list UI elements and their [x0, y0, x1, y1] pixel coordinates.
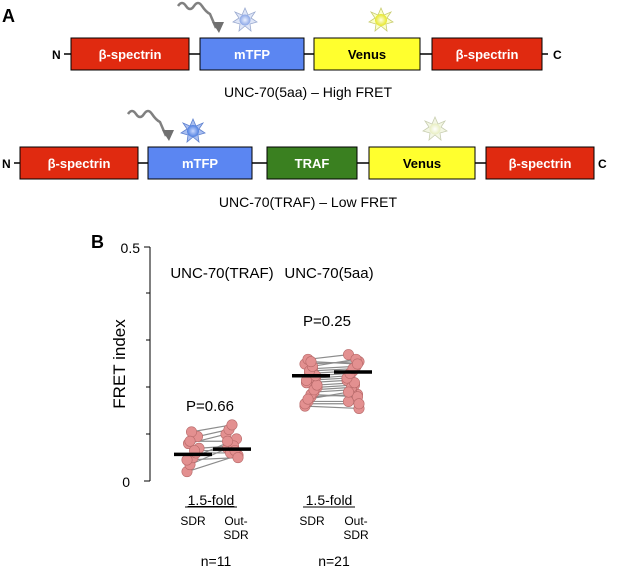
out-sdr-point — [232, 452, 244, 464]
pair-line — [310, 361, 358, 365]
sdr-point — [305, 356, 317, 368]
domain-venus: Venus — [313, 37, 421, 71]
y-tick-label-max: 0.5 — [121, 240, 141, 256]
group-title-5aa: UNC-70(5aa) — [284, 265, 373, 282]
domain-beta-spectrin-n: β-spectrin — [19, 146, 139, 180]
domain-box — [19, 146, 139, 180]
domain-label: mTFP — [234, 47, 270, 62]
panel-b-label: B — [91, 232, 104, 252]
n-terminus-label: N — [52, 48, 61, 62]
construct-caption: UNC-70(5aa) – High FRET — [224, 84, 392, 100]
c-terminus-label: C — [553, 48, 562, 62]
mean-bars — [174, 370, 372, 457]
domain-mtfp: mTFP — [147, 146, 253, 180]
group-title-traf: UNC-70(TRAF) — [170, 265, 273, 282]
out-sdr-point — [353, 398, 365, 410]
condition-label-outsdr-traf-2: SDR — [223, 528, 249, 542]
domain-box — [70, 37, 190, 71]
condition-label-outsdr-5aa-1: Out- — [344, 514, 367, 528]
domain-box — [313, 37, 421, 71]
out-sdr-point — [226, 419, 238, 431]
domain-venus: Venus — [368, 146, 476, 180]
domain-mtfp: mTFP — [199, 37, 305, 71]
donor-emission-icon — [180, 117, 206, 143]
acceptor-emission-icon — [368, 6, 394, 32]
domain-box — [431, 37, 543, 71]
condition-label-outsdr-5aa-2: SDR — [343, 528, 369, 542]
sdr-point — [186, 426, 198, 438]
fold-label-traf: 1.5-fold — [188, 492, 235, 508]
domain-label: Venus — [403, 156, 441, 171]
domain-beta-spectrin-c: β-spectrin — [431, 37, 543, 71]
domain-label: β-spectrin — [456, 47, 519, 62]
excitation-wave-icon — [176, 1, 224, 33]
domain-label: mTFP — [182, 156, 218, 171]
domain-label: β-spectrin — [509, 156, 572, 171]
out-sdr-point — [351, 358, 363, 370]
condition-label-sdr-5aa: SDR — [299, 514, 325, 528]
domain-box — [147, 146, 253, 180]
construct-high-fret: N C β-spectrin mTFP Venus β-spectrin — [52, 1, 562, 100]
construct-low-fret: N C β-spectrin mTFP TRAF Venus β-spectri… — [2, 109, 607, 210]
fold-label-5aa: 1.5-fold — [306, 492, 353, 508]
y-axis-label: FRET index — [110, 319, 129, 409]
domain-box — [368, 146, 476, 180]
n-terminus-label: N — [2, 157, 11, 171]
domain-traf: TRAF — [266, 146, 358, 180]
out-sdr-point — [222, 435, 234, 447]
condition-label-sdr-traf: SDR — [180, 514, 206, 528]
donor-emission-icon — [232, 6, 258, 32]
sdr-point — [181, 454, 193, 466]
domain-box — [266, 146, 358, 180]
panel-a-label: A — [2, 6, 15, 26]
out-sdr-point — [342, 386, 354, 398]
domain-beta-spectrin-n: β-spectrin — [70, 37, 190, 71]
sdr-point — [184, 435, 196, 447]
domain-label: β-spectrin — [99, 47, 162, 62]
domain-label: β-spectrin — [48, 156, 111, 171]
fret-chart: 0 0.5 FRET index UNC-70(TRAF) UNC-70(5aa… — [110, 240, 374, 569]
domain-beta-spectrin-c: β-spectrin — [485, 146, 595, 180]
c-terminus-label: C — [598, 157, 607, 171]
excitation-wave-icon — [126, 109, 174, 141]
pair-line — [304, 405, 360, 410]
domain-label: Venus — [348, 47, 386, 62]
sdr-point — [302, 393, 314, 405]
n-label-5aa: n=21 — [318, 553, 350, 569]
construct-caption: UNC-70(TRAF) – Low FRET — [219, 194, 398, 210]
p-value-5aa: P=0.25 — [303, 313, 351, 330]
domain-label: TRAF — [295, 156, 330, 171]
domain-box — [485, 146, 595, 180]
p-value-traf: P=0.66 — [186, 398, 234, 415]
condition-label-outsdr-traf-1: Out- — [224, 514, 247, 528]
acceptor-emission-icon — [422, 115, 448, 141]
domain-box — [199, 37, 305, 71]
sdr-point — [311, 379, 323, 391]
y-tick-label-0: 0 — [122, 474, 130, 490]
n-label-traf: n=11 — [201, 553, 232, 569]
